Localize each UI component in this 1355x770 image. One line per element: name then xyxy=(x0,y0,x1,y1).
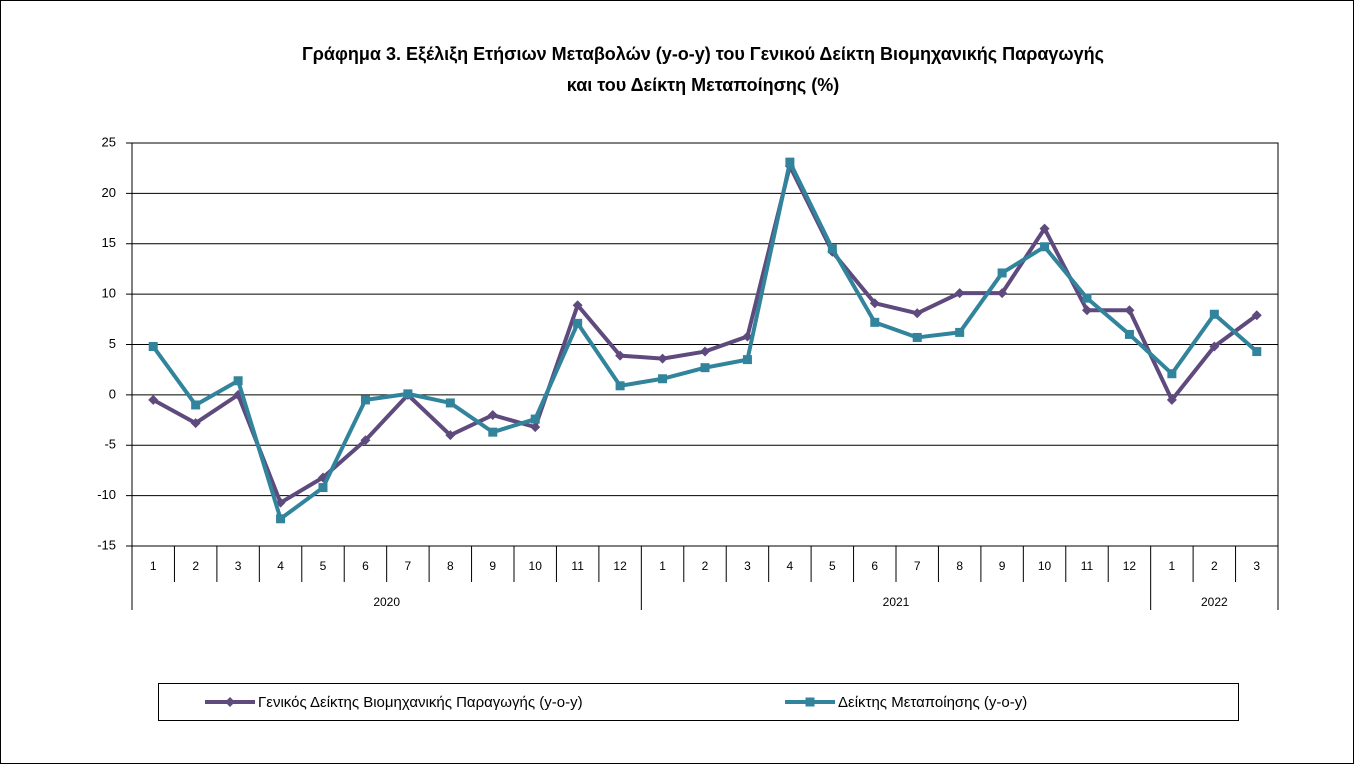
marker xyxy=(1209,309,1219,319)
marker xyxy=(805,697,815,707)
marker xyxy=(1251,310,1262,321)
marker xyxy=(912,332,922,342)
y-tick-label: -15 xyxy=(97,537,116,552)
y-tick-label: 25 xyxy=(102,134,116,149)
y-tick-label: -10 xyxy=(97,487,116,502)
marker xyxy=(445,398,455,408)
y-tick-label: 0 xyxy=(109,386,116,401)
marker xyxy=(360,395,370,405)
marker xyxy=(1040,242,1050,252)
x-tick-label: 9 xyxy=(999,559,1006,573)
marker xyxy=(912,308,923,319)
x-tick-label: 4 xyxy=(787,559,794,573)
x-tick-label: 7 xyxy=(914,559,921,573)
marker xyxy=(785,157,795,167)
marker xyxy=(870,317,880,327)
marker xyxy=(318,483,328,493)
marker xyxy=(955,327,965,337)
x-tick-label: 10 xyxy=(1038,559,1052,573)
marker xyxy=(530,414,540,424)
x-tick-label: 6 xyxy=(871,559,878,573)
x-tick-label: 7 xyxy=(405,559,412,573)
marker xyxy=(488,427,498,437)
legend-label: Γενικός Δείκτης Βιομηχανικής Παραγωγής (… xyxy=(258,694,583,711)
marker xyxy=(190,418,201,429)
y-tick-label: -5 xyxy=(104,437,116,452)
x-tick-label: 11 xyxy=(1081,559,1094,573)
marker xyxy=(530,422,541,433)
x-tick-label: 1 xyxy=(150,559,157,573)
marker xyxy=(700,346,710,357)
x-tick-label: 10 xyxy=(529,559,543,573)
x-group-label: 2022 xyxy=(1201,595,1228,609)
marker xyxy=(1252,347,1262,357)
x-tick-label: 12 xyxy=(1123,559,1137,573)
x-tick-label: 8 xyxy=(956,559,963,573)
x-tick-label: 3 xyxy=(744,559,751,573)
marker xyxy=(360,435,371,446)
marker xyxy=(445,430,456,441)
y-tick-label: 5 xyxy=(109,336,116,351)
x-tick-label: 4 xyxy=(277,559,284,573)
marker xyxy=(233,376,243,386)
x-group-label: 2020 xyxy=(373,595,400,609)
marker xyxy=(573,318,583,328)
marker xyxy=(148,394,159,405)
marker xyxy=(658,374,668,384)
marker xyxy=(997,288,1008,299)
marker xyxy=(615,350,626,361)
marker xyxy=(1166,394,1177,405)
marker xyxy=(572,300,583,311)
x-tick-label: 5 xyxy=(829,559,836,573)
marker xyxy=(954,288,965,299)
marker xyxy=(869,298,880,309)
marker xyxy=(487,410,498,421)
x-tick-label: 2 xyxy=(702,559,709,573)
x-tick-label: 5 xyxy=(320,559,327,573)
marker xyxy=(742,355,752,365)
legend-label: Δείκτης Μεταποίησης (y-o-y) xyxy=(838,694,1027,711)
marker xyxy=(225,697,235,707)
x-tick-label: 6 xyxy=(362,559,369,573)
legend-box xyxy=(158,683,1239,721)
x-tick-label: 1 xyxy=(659,559,666,573)
marker xyxy=(1082,305,1092,316)
x-tick-label: 8 xyxy=(447,559,454,573)
x-tick-label: 2 xyxy=(1211,559,1218,573)
marker xyxy=(1124,329,1134,339)
marker xyxy=(403,389,413,399)
chart-title: Γράφημα 3. Εξέλιξη Ετήσιων Μεταβολών (y-… xyxy=(302,44,1104,65)
marker xyxy=(997,268,1007,278)
marker xyxy=(1082,293,1092,303)
x-tick-label: 1 xyxy=(1169,559,1176,573)
x-tick-label: 11 xyxy=(571,559,584,573)
x-group-label: 2021 xyxy=(883,595,910,609)
marker xyxy=(657,353,668,364)
marker xyxy=(1167,369,1177,379)
marker xyxy=(1124,305,1135,316)
chart-subtitle: και του Δείκτη Μεταποίησης (%) xyxy=(567,75,839,95)
marker xyxy=(1039,223,1050,234)
x-tick-label: 12 xyxy=(613,559,627,573)
x-tick-label: 3 xyxy=(1253,559,1260,573)
y-tick-label: 10 xyxy=(102,286,116,301)
y-tick-label: 20 xyxy=(102,185,116,200)
marker xyxy=(827,244,837,254)
x-tick-label: 9 xyxy=(489,559,496,573)
marker xyxy=(615,381,625,391)
x-tick-label: 2 xyxy=(192,559,199,573)
marker xyxy=(148,342,158,352)
marker xyxy=(191,400,201,410)
marker xyxy=(276,514,286,524)
marker xyxy=(1209,341,1220,352)
y-tick-label: 15 xyxy=(102,235,116,250)
marker xyxy=(700,363,710,373)
x-tick-label: 3 xyxy=(235,559,242,573)
